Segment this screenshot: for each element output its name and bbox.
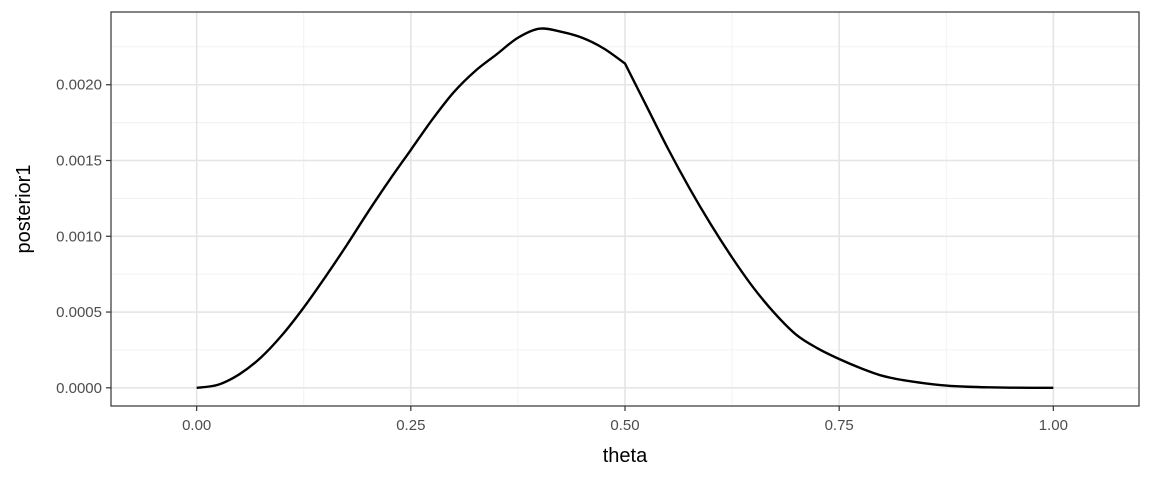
x-axis-ticks: 0.00 0.25 0.50 0.75 1.00 <box>182 406 1068 434</box>
y-tick-label: 0.0015 <box>56 153 102 170</box>
x-tick-label: 1.00 <box>1039 417 1068 434</box>
y-tick-label: 0.0005 <box>56 304 102 321</box>
x-tick-label: 0.50 <box>610 417 639 434</box>
major-gridlines <box>111 12 1139 406</box>
series-layer <box>196 27 1054 390</box>
y-tick-label: 0.0020 <box>56 77 102 94</box>
x-tick-label: 0.75 <box>825 417 854 434</box>
x-tick-label: 0.00 <box>182 417 211 434</box>
y-axis-ticks: 0.0000 0.0005 0.0010 0.0015 0.0020 <box>56 77 111 397</box>
y-tick-label: 0.0010 <box>56 228 102 245</box>
y-axis-title: posterior1 <box>13 165 35 254</box>
y-tick-label: 0.0000 <box>56 380 102 397</box>
posterior-curve <box>196 27 1054 390</box>
x-axis-title: theta <box>603 445 648 467</box>
x-tick-label: 0.25 <box>396 417 425 434</box>
